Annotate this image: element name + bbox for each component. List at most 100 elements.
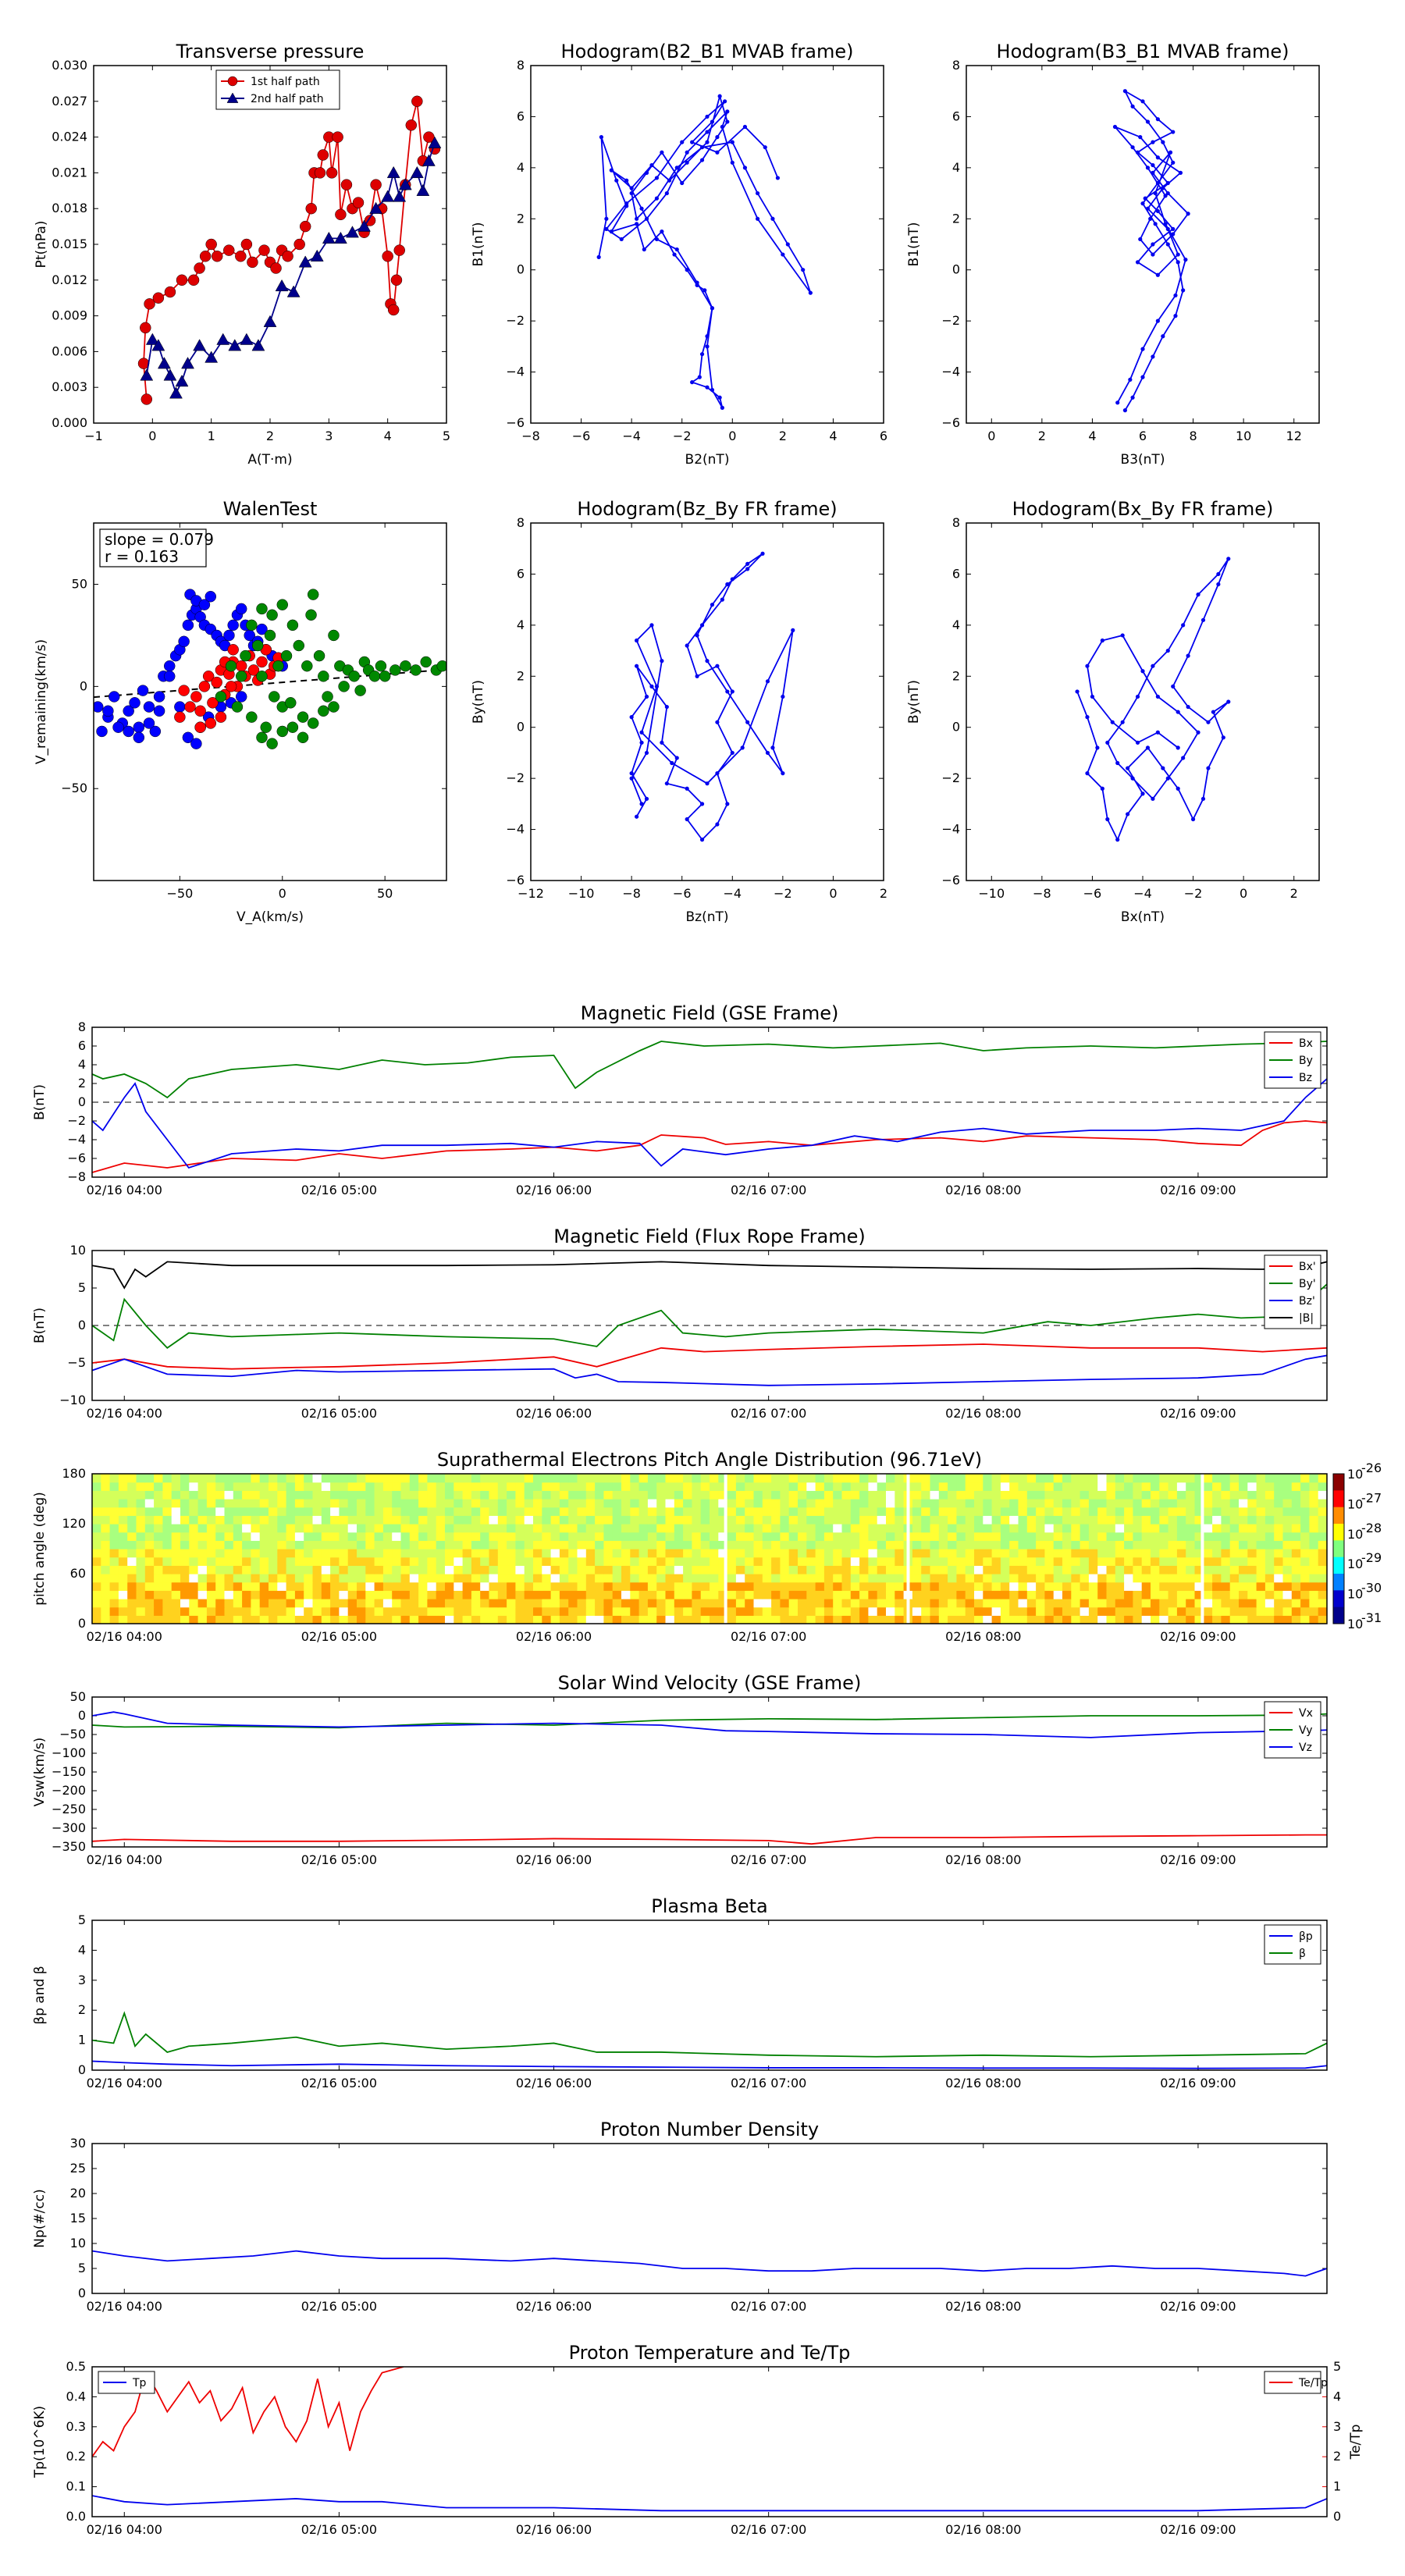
data-point bbox=[1161, 186, 1165, 190]
data-point bbox=[256, 656, 268, 668]
heatmap-cell bbox=[630, 1615, 640, 1624]
heatmap-cell bbox=[692, 1507, 702, 1516]
heatmap-cell bbox=[1176, 1582, 1186, 1591]
heatmap-cell bbox=[762, 1606, 772, 1616]
heatmap-cell bbox=[1151, 1549, 1160, 1558]
heatmap-cell bbox=[180, 1490, 190, 1500]
heatmap-cell bbox=[1309, 1515, 1319, 1525]
y-tick-label: 0.024 bbox=[52, 130, 87, 144]
heatmap-cell bbox=[507, 1599, 516, 1608]
heatmap-cell bbox=[841, 1499, 852, 1508]
heatmap-cell bbox=[101, 1532, 111, 1541]
heatmap-cell bbox=[109, 1606, 119, 1616]
heatmap-cell bbox=[374, 1524, 384, 1533]
heatmap-cell bbox=[638, 1482, 649, 1491]
heatmap-cell bbox=[568, 1474, 578, 1483]
heatmap-cell bbox=[251, 1482, 261, 1491]
heatmap-cell bbox=[859, 1599, 869, 1608]
heatmap-cell bbox=[1212, 1582, 1222, 1591]
heatmap-cell bbox=[445, 1590, 454, 1599]
heatmap-cell bbox=[215, 1582, 226, 1591]
y-tick-label: −6 bbox=[941, 873, 960, 888]
heatmap-cell bbox=[788, 1482, 799, 1491]
heatmap-cell bbox=[118, 1482, 128, 1491]
heatmap-cell bbox=[1071, 1574, 1081, 1583]
data-point bbox=[411, 95, 423, 108]
heatmap-cell bbox=[321, 1590, 331, 1599]
heatmap-cell bbox=[330, 1615, 340, 1624]
heatmap-cell bbox=[418, 1474, 428, 1483]
heatmap-cell bbox=[294, 1515, 304, 1525]
heatmap-cell bbox=[101, 1549, 111, 1558]
heatmap-cell bbox=[948, 1474, 957, 1483]
heatmap-cell bbox=[674, 1499, 684, 1508]
heatmap-cell bbox=[277, 1540, 287, 1550]
data-point bbox=[723, 99, 727, 104]
heatmap-cell bbox=[1080, 1532, 1090, 1541]
heatmap-cell bbox=[242, 1582, 251, 1591]
x-tick-label: 02/16 04:00 bbox=[87, 1852, 162, 1867]
heatmap-cell bbox=[462, 1474, 472, 1483]
heatmap-cell bbox=[92, 1590, 101, 1599]
heatmap-cell bbox=[1212, 1565, 1222, 1574]
heatmap-cell bbox=[859, 1549, 869, 1558]
heatmap-cell bbox=[612, 1606, 622, 1616]
heatmap-cell bbox=[745, 1540, 755, 1550]
heatmap-cell bbox=[1000, 1615, 1010, 1624]
x-tick-label: −6 bbox=[673, 886, 692, 901]
heatmap-cell bbox=[427, 1615, 437, 1624]
heatmap-cell bbox=[1256, 1499, 1266, 1508]
heatmap-cell bbox=[1009, 1515, 1019, 1525]
heatmap-cell bbox=[162, 1549, 173, 1558]
heatmap-cell bbox=[233, 1615, 243, 1624]
heatmap-cell bbox=[753, 1574, 763, 1583]
heatmap-cell bbox=[1159, 1507, 1169, 1516]
heatmap-cell bbox=[630, 1557, 640, 1566]
heatmap-cell bbox=[409, 1606, 419, 1616]
heatmap-cell bbox=[1151, 1565, 1160, 1574]
heatmap-cell bbox=[1239, 1532, 1248, 1541]
heatmap-cell bbox=[727, 1549, 737, 1558]
heatmap-cell bbox=[409, 1582, 419, 1591]
heatmap-cell bbox=[850, 1507, 860, 1516]
heatmap-cell bbox=[206, 1574, 216, 1583]
heatmap-cell bbox=[718, 1532, 728, 1541]
data-point bbox=[335, 208, 347, 221]
data-point bbox=[664, 704, 669, 710]
heatmap-cell bbox=[206, 1590, 216, 1599]
heatmap-cell bbox=[515, 1482, 525, 1491]
heatmap-cell bbox=[895, 1499, 905, 1508]
heatmap-cell bbox=[612, 1515, 622, 1525]
heatmap-cell bbox=[489, 1499, 499, 1508]
heatmap-cell bbox=[735, 1540, 745, 1550]
heatmap-cell bbox=[692, 1574, 702, 1583]
heatmap-cell bbox=[242, 1590, 251, 1599]
data-point bbox=[1085, 664, 1090, 668]
heatmap-cell bbox=[524, 1615, 534, 1624]
heatmap-cell bbox=[524, 1590, 534, 1599]
data-point bbox=[354, 685, 366, 696]
data-point bbox=[705, 659, 710, 664]
y-tick-label: 30 bbox=[70, 2136, 86, 2151]
heatmap-cell bbox=[692, 1482, 702, 1491]
heatmap-cell bbox=[101, 1474, 111, 1483]
x-tick-label: 4 bbox=[829, 429, 837, 443]
heatmap-cell bbox=[471, 1606, 481, 1616]
heatmap-cell bbox=[365, 1532, 375, 1541]
y-tick-label: 0 bbox=[78, 1616, 86, 1631]
heatmap-cell bbox=[1141, 1582, 1151, 1591]
heatmap-cell bbox=[542, 1574, 552, 1583]
heatmap-cell bbox=[1071, 1615, 1081, 1624]
data-point bbox=[175, 375, 189, 387]
panel-pitch_angle: Suprathermal Electrons Pitch Angle Distr… bbox=[32, 1449, 1382, 1644]
heatmap-cell bbox=[585, 1524, 596, 1533]
heatmap-cell bbox=[1080, 1557, 1090, 1566]
heatmap-cell bbox=[850, 1490, 860, 1500]
data-point bbox=[629, 776, 634, 781]
heatmap-cell bbox=[365, 1524, 375, 1533]
heatmap-cell bbox=[162, 1557, 173, 1566]
heatmap-cell bbox=[612, 1490, 622, 1500]
heatmap-cell bbox=[983, 1515, 993, 1525]
heatmap-cell bbox=[233, 1515, 243, 1525]
heatmap-cell bbox=[859, 1590, 869, 1599]
